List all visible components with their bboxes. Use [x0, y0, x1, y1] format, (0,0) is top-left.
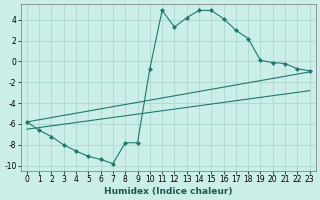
- X-axis label: Humidex (Indice chaleur): Humidex (Indice chaleur): [104, 187, 233, 196]
